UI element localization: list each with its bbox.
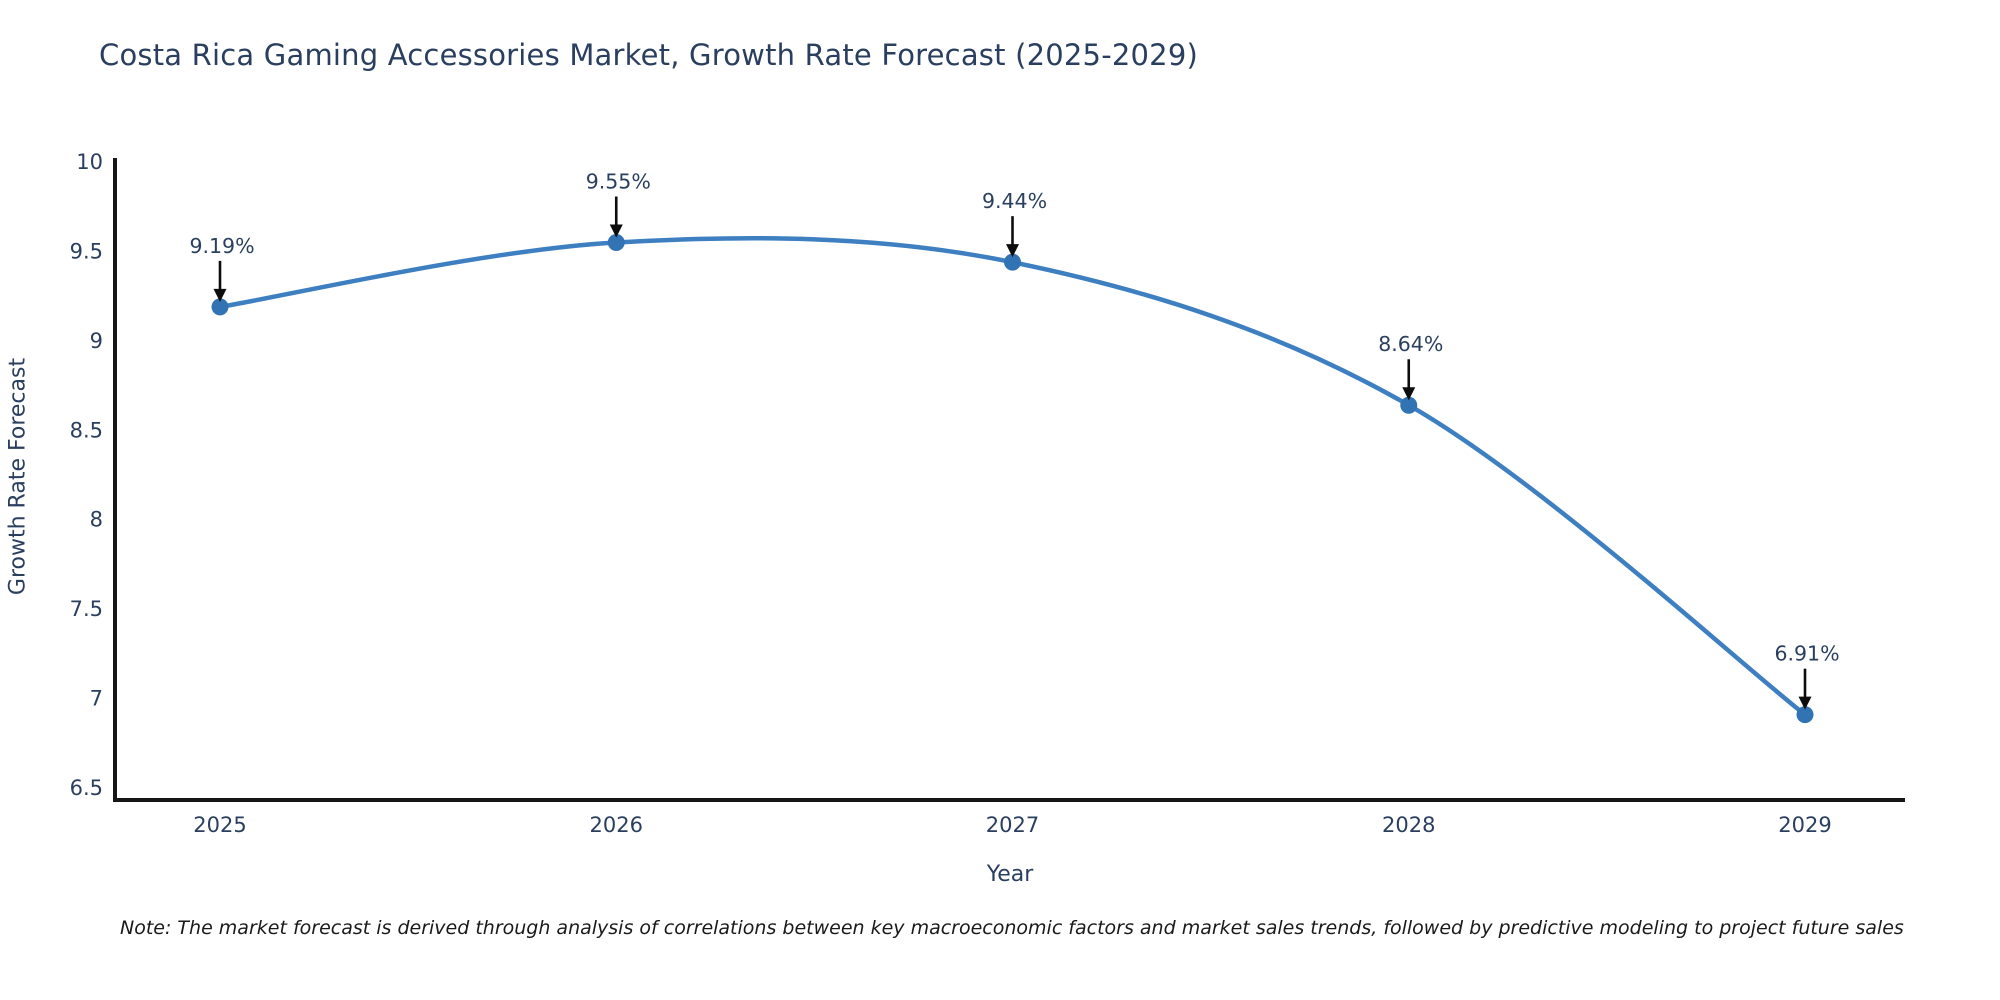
y-axis-tick-label: 7	[90, 687, 103, 711]
annotation-arrowhead	[1006, 244, 1019, 258]
annotation-label: 9.55%	[586, 169, 651, 193]
x-axis-title: Year	[986, 862, 1034, 887]
footnote: Note: The market forecast is derived thr…	[120, 917, 1904, 939]
data-point-marker	[211, 298, 229, 316]
y-axis-tick-label: 8.5	[70, 418, 103, 442]
x-axis-tick-label: 2028	[1382, 813, 1435, 837]
data-point-marker	[607, 233, 625, 251]
annotation-label: 8.64%	[1378, 332, 1443, 356]
data-point-marker	[1400, 396, 1418, 414]
data-point-marker	[1004, 253, 1021, 271]
y-axis-tick-label: 10	[76, 150, 103, 174]
annotation-label: 6.91%	[1774, 642, 1839, 666]
annotation-label: 9.19%	[189, 234, 254, 258]
annotation-label: 9.44%	[982, 189, 1047, 213]
x-axis-tick-label: 2025	[193, 813, 246, 837]
x-axis-tick-label: 2026	[590, 813, 643, 837]
annotation-arrowhead	[1402, 387, 1416, 401]
series-line	[217, 235, 1808, 717]
y-axis-tick-label: 6.5	[70, 776, 103, 800]
annotation-arrowhead	[609, 224, 623, 238]
x-axis-tick-label: 2029	[1778, 813, 1831, 837]
y-axis-tick-label: 9	[90, 329, 103, 353]
data-point-marker	[1796, 706, 1814, 724]
y-axis-tick-label: 8	[90, 508, 103, 532]
y-axis-tick-label: 7.5	[70, 597, 103, 621]
y-axis-tick-label: 9.5	[70, 239, 103, 263]
annotation-arrowhead	[1798, 696, 1812, 710]
annotation-arrowhead	[213, 288, 227, 302]
x-axis-tick-label: 2027	[986, 813, 1039, 837]
chart-title: Costa Rica Gaming Accessories Market, Gr…	[99, 38, 1198, 72]
